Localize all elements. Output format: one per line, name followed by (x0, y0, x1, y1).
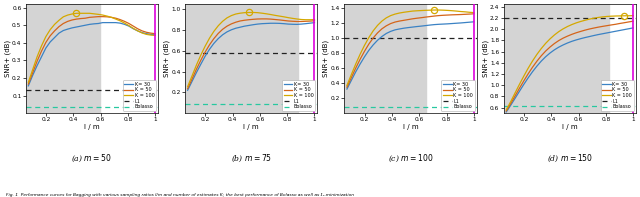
Text: (c) $m = 100$: (c) $m = 100$ (388, 152, 433, 164)
Y-axis label: SNR+ (dB): SNR+ (dB) (163, 40, 170, 77)
Text: (d) $m = 150$: (d) $m = 150$ (547, 152, 593, 164)
X-axis label: l / m: l / m (562, 124, 577, 130)
Y-axis label: SNR+ (dB): SNR+ (dB) (482, 40, 488, 77)
Legend: K= 30, K = 50, K = 100, L1, Bolasso: K= 30, K = 50, K = 100, L1, Bolasso (123, 80, 156, 111)
Bar (26, 4, 100, 113)
Legend: K= 30, K = 50, K = 100, L1, Bolasso: K= 30, K = 50, K = 100, L1, Bolasso (282, 80, 316, 111)
Text: Fig. 1  Performance curves for Bagging with various sampling ratios l/m and numb: Fig. 1 Performance curves for Bagging wi… (6, 193, 355, 197)
Legend: K= 30, K = 50, K = 100, L1, Bolasso: K= 30, K = 50, K = 100, L1, Bolasso (600, 80, 634, 111)
Text: (b) $m = 75$: (b) $m = 75$ (230, 152, 271, 164)
X-axis label: l / m: l / m (243, 124, 259, 130)
Bar (344, 4, 426, 113)
Bar (504, 4, 609, 113)
Y-axis label: SNR+ (dB): SNR+ (dB) (4, 40, 11, 77)
X-axis label: l / m: l / m (403, 124, 418, 130)
X-axis label: l / m: l / m (84, 124, 100, 130)
Bar (185, 4, 298, 113)
Text: (a) $m = 50$: (a) $m = 50$ (71, 152, 112, 164)
Y-axis label: SNR+ (dB): SNR+ (dB) (323, 40, 329, 77)
Legend: K= 30, K = 50, K = 100, L1, Bolasso: K= 30, K = 50, K = 100, L1, Bolasso (441, 80, 475, 111)
